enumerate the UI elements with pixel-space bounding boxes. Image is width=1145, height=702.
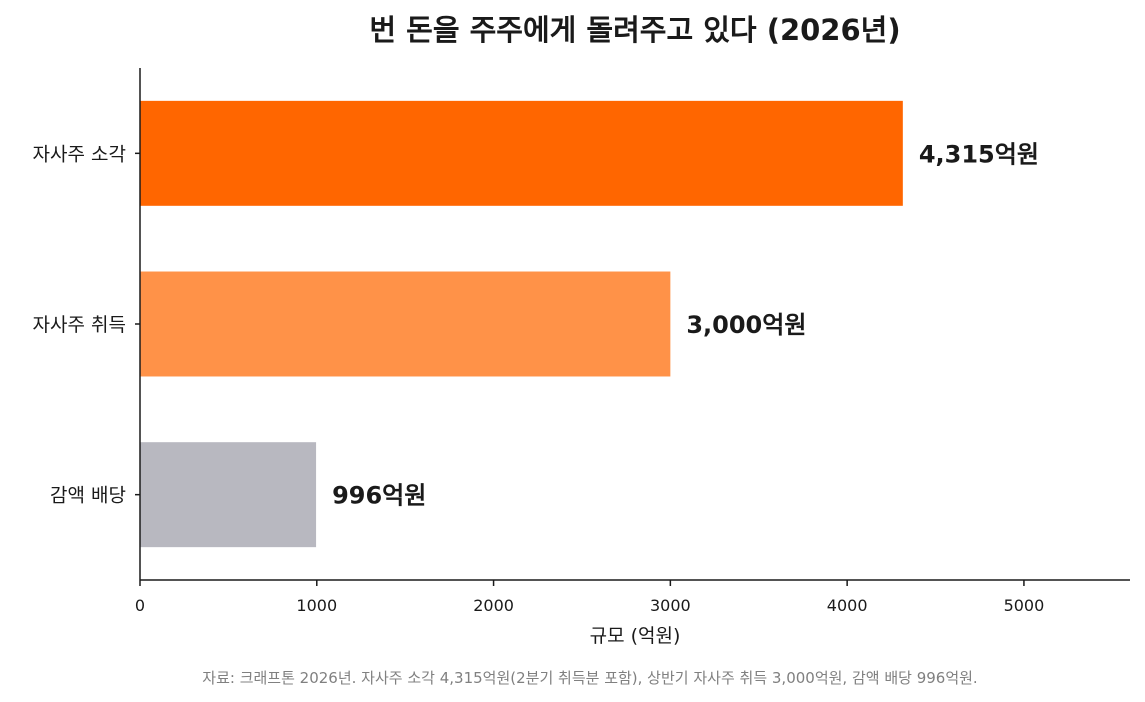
x-tick-label: 5000 <box>1004 596 1045 615</box>
bar-3 <box>140 442 317 548</box>
x-tick-label: 1000 <box>296 596 337 615</box>
source-note: 자료: 크래프톤 2026년. 자사주 소각 4,315억원(2분기 취득분 포… <box>202 669 977 687</box>
data-label: 4,315억원 <box>919 140 1039 168</box>
chart-title: 번 돈을 주주에게 돌려주고 있다 (2026년) <box>369 13 900 47</box>
bar-1 <box>140 100 903 206</box>
x-tick-label: 0 <box>135 596 145 615</box>
category-label: 자사주 소각 <box>33 143 126 165</box>
x-tick-label: 4000 <box>827 596 868 615</box>
bar-2 <box>140 271 671 377</box>
x-tick-label: 2000 <box>473 596 514 615</box>
x-axis-title: 규모 (억원) <box>590 625 681 647</box>
data-label: 3,000억원 <box>686 311 806 339</box>
category-label: 감액 배당 <box>50 485 126 507</box>
data-label: 996억원 <box>332 482 426 510</box>
x-tick-label: 3000 <box>650 596 691 615</box>
category-label: 자사주 취득 <box>33 314 126 336</box>
